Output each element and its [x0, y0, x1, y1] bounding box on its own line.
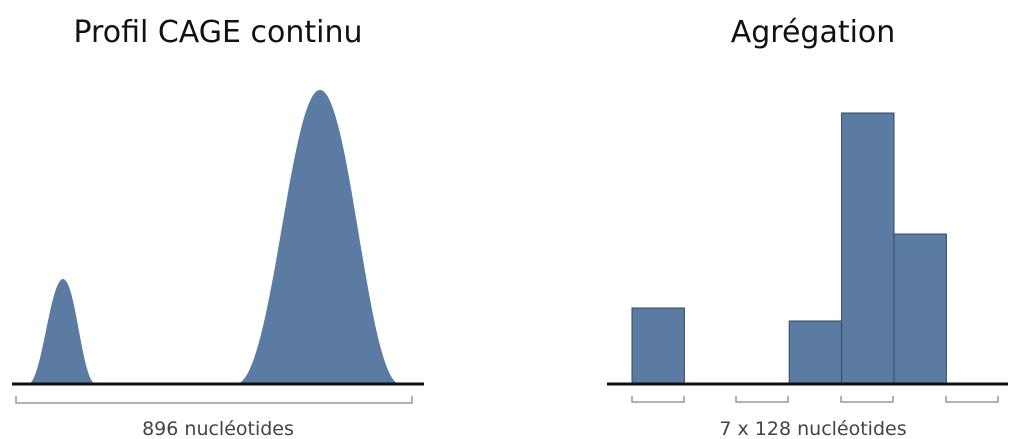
left-caption: 896 nucléotides	[142, 418, 294, 439]
bin-bracket	[735, 396, 789, 403]
left-title: Profil CAGE continu	[73, 15, 362, 50]
bars	[631, 112, 947, 385]
left-bracket	[15, 396, 413, 404]
large-peak	[236, 90, 400, 384]
small-peak	[28, 279, 96, 384]
bin-bracket	[631, 396, 685, 403]
right-title: Agrégation	[731, 15, 896, 50]
bar	[631, 307, 685, 385]
bar	[788, 320, 843, 385]
bar	[893, 233, 947, 385]
bar	[841, 112, 895, 385]
right-caption: 7 x 128 nucléotides	[719, 418, 906, 439]
bin-bracket	[945, 396, 999, 403]
bin-bracket	[840, 396, 894, 403]
